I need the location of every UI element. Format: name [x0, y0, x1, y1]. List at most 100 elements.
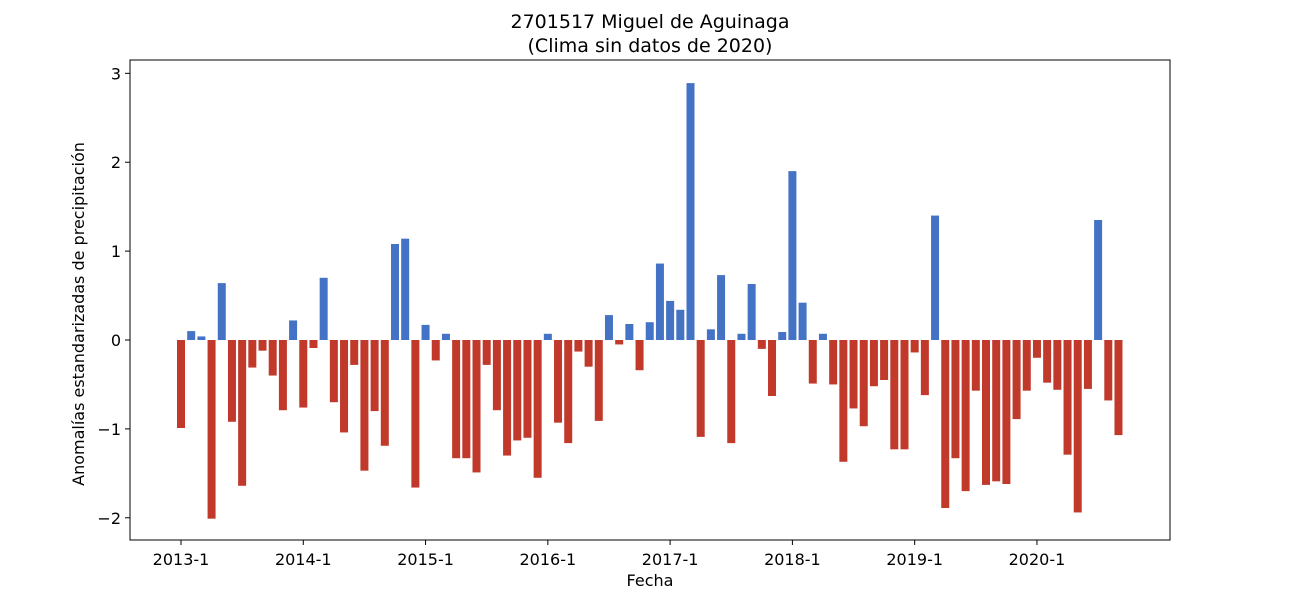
- bar: [1032, 340, 1041, 358]
- bar: [492, 340, 501, 411]
- bar: [187, 331, 196, 340]
- bar: [238, 340, 247, 486]
- x-tick-label: 2020-1: [1009, 550, 1066, 569]
- bar: [604, 315, 613, 340]
- bar: [309, 340, 318, 348]
- y-tick-label: 2: [111, 153, 121, 172]
- bar: [390, 244, 399, 340]
- y-tick-label: 1: [111, 242, 121, 261]
- bar: [1002, 340, 1011, 484]
- bar: [278, 340, 287, 411]
- bar: [635, 340, 644, 371]
- bar: [961, 340, 970, 492]
- bar: [839, 340, 848, 462]
- x-tick-label: 2017-1: [642, 550, 699, 569]
- bar: [706, 329, 715, 340]
- bar: [584, 340, 593, 367]
- bar: [615, 340, 624, 345]
- bar: [982, 340, 991, 485]
- bar: [920, 340, 929, 396]
- bar: [1063, 340, 1072, 455]
- bar: [676, 309, 685, 340]
- bar: [1022, 340, 1031, 391]
- bar: [441, 333, 450, 340]
- x-tick-label: 2018-1: [764, 550, 821, 569]
- bar: [869, 340, 878, 387]
- bar: [900, 340, 909, 450]
- bar: [1083, 340, 1092, 389]
- bar: [717, 275, 726, 340]
- bar: [411, 340, 420, 488]
- bar: [401, 238, 410, 340]
- bar: [380, 340, 389, 446]
- bar: [1012, 340, 1021, 420]
- bar: [778, 332, 787, 340]
- bar: [686, 83, 695, 341]
- y-tick-label: −2: [97, 509, 121, 528]
- bar: [248, 340, 257, 368]
- bar: [910, 340, 919, 353]
- bar: [951, 340, 960, 459]
- x-tick-label: 2016-1: [520, 550, 577, 569]
- bar: [472, 340, 481, 473]
- bar: [808, 340, 817, 384]
- bar: [523, 340, 532, 438]
- bar: [594, 340, 603, 421]
- bar: [880, 340, 889, 380]
- x-tick-label: 2019-1: [886, 550, 943, 569]
- bar: [818, 333, 827, 340]
- bar: [421, 324, 430, 340]
- bar: [289, 320, 298, 340]
- bar: [655, 263, 664, 340]
- y-tick-label: 3: [111, 64, 121, 83]
- chart-title: 2701517 Miguel de Aguinaga: [511, 11, 790, 33]
- bar: [1094, 220, 1103, 340]
- bar: [859, 340, 868, 427]
- bar: [452, 340, 461, 459]
- bar: [533, 340, 542, 478]
- bar: [258, 340, 267, 351]
- bar: [1053, 340, 1062, 390]
- bar: [299, 340, 308, 408]
- bar: [666, 300, 675, 340]
- bar: [1043, 340, 1052, 383]
- bar: [747, 284, 756, 340]
- bar: [574, 340, 583, 352]
- bar: [513, 340, 522, 441]
- bar: [543, 333, 552, 340]
- bar: [757, 340, 766, 349]
- bar: [737, 333, 746, 340]
- bar: [370, 340, 379, 412]
- x-axis-label: Fecha: [627, 571, 674, 590]
- bar: [319, 277, 328, 340]
- bar: [503, 340, 512, 456]
- bar: [431, 340, 440, 361]
- bar: [207, 340, 216, 519]
- bar: [340, 340, 349, 433]
- bar-series: [177, 83, 1123, 519]
- bar: [462, 340, 471, 459]
- bar: [268, 340, 277, 376]
- y-axis-label: Anomalías estandarizadas de precipitació…: [69, 142, 88, 486]
- bar: [992, 340, 1001, 482]
- x-tick-label: 2015-1: [397, 550, 454, 569]
- y-axis-ticks: −2 −1 0 1 2 3: [97, 64, 130, 528]
- bar: [849, 340, 858, 409]
- bar: [227, 340, 236, 422]
- bar: [554, 340, 563, 423]
- bar: [564, 340, 573, 444]
- bar: [971, 340, 980, 391]
- chart-subtitle: (Clima sin datos de 2020): [528, 35, 773, 57]
- bar: [482, 340, 491, 365]
- x-axis-ticks: 2013-1 2014-1 2015-1 2016-1 2017-1 2018-1 2019…: [153, 540, 1066, 569]
- bar: [1104, 340, 1113, 401]
- bar: [177, 340, 185, 428]
- bar: [941, 340, 950, 508]
- bar: [788, 171, 797, 340]
- bar: [1114, 340, 1123, 436]
- bar: [625, 324, 634, 340]
- bar: [350, 340, 359, 365]
- bar: [768, 340, 777, 396]
- bar: [829, 340, 838, 385]
